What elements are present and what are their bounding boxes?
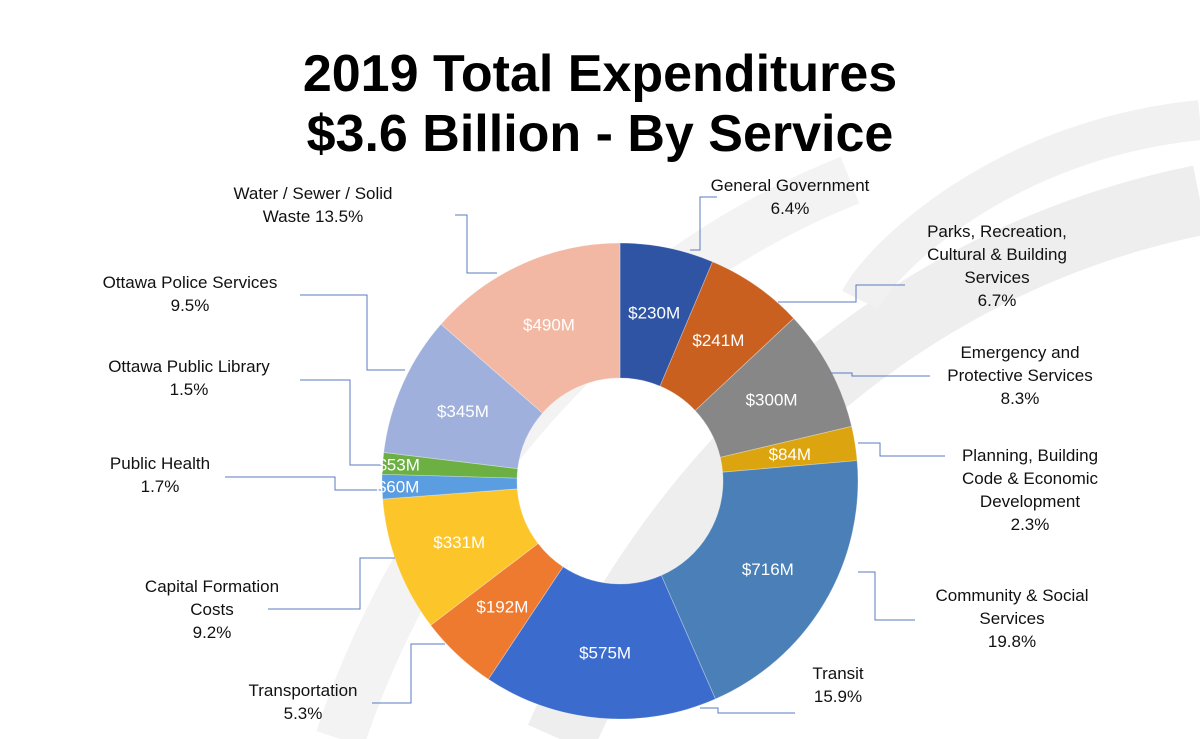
callout-label-line: Costs [190, 600, 234, 619]
callout-label: Transportation 5.3% [249, 679, 358, 725]
callout-label-line: 5.3% [283, 704, 323, 723]
callout-label-line: 6.4% [770, 199, 810, 218]
donut-slice-12 [440, 242, 621, 414]
leader-line [300, 294, 405, 371]
chart-title-line-2: $3.6 Billion - By Service [306, 105, 894, 163]
donut-slice-11 [383, 323, 544, 470]
callout-label-line: Water / Sewer / Solid [233, 184, 393, 203]
callout-label-line: Emergency and [960, 343, 1080, 362]
slice-value-label: $53M [377, 456, 420, 475]
callout-label: Capital Formation Costs 9.2% [145, 575, 279, 644]
callout-label-line: 2.3% [1010, 515, 1050, 534]
callout-label-line: 9.2% [192, 623, 232, 642]
callout-label-line: Development [979, 492, 1081, 511]
slice-value-label: $60M [377, 477, 420, 496]
leader-line [268, 557, 395, 610]
callout-label-line: Services [979, 609, 1045, 628]
slice-value-label: $84M [769, 445, 812, 464]
leader-line [690, 196, 717, 251]
callout-label-line: Ottawa Police Services [102, 273, 278, 292]
donut-slice-6 [487, 566, 716, 720]
callout-label: Emergency and Protective Services 8.3% [947, 341, 1093, 410]
callout-label-line: 9.5% [170, 296, 210, 315]
chart-title-line-1: 2019 Total Expenditures [302, 45, 898, 103]
donut-slice-9 [381, 473, 518, 500]
callout-label: Public Health 1.7% [110, 452, 210, 498]
slice-value-label: $490M [523, 315, 575, 334]
callout-label: Ottawa Public Library 1.5% [108, 355, 270, 401]
callout-label: Water / Sewer / Solid Waste 13.5% [233, 182, 392, 228]
callout-label-line: Ottawa Public Library [108, 357, 270, 376]
donut-slice-2 [659, 261, 795, 412]
leader-line [858, 442, 945, 457]
callout-label: Ottawa Police Services 9.5% [103, 271, 278, 317]
callout-label-line: Cultural & Building [927, 245, 1067, 264]
callout-label: Community & Social Services 19.8% [935, 584, 1088, 653]
leader-line [700, 707, 795, 714]
slice-value-label: $300M [746, 391, 798, 410]
callout-label-line: 15.9% [813, 687, 863, 706]
leader-line [372, 643, 445, 704]
callout-label-line: Protective Services [947, 366, 1093, 385]
callout-label-line: 6.7% [977, 291, 1017, 310]
leader-line [830, 372, 930, 377]
slice-value-label: $331M [433, 533, 485, 552]
callout-label-line: Code & Economic [961, 469, 1099, 488]
slice-value-label: $716M [742, 560, 794, 579]
leader-line [778, 284, 905, 303]
slice-value-label: $241M [692, 331, 744, 350]
donut-slice-5 [660, 460, 859, 700]
slice-value-label: $575M [579, 643, 631, 662]
donut-slice-4 [719, 425, 858, 473]
slice-value-label: $192M [476, 597, 528, 616]
donut-slice-1 [619, 242, 714, 387]
callout-label-line: Community & Social [935, 586, 1089, 605]
callout-label: Planning, Building Code & Economic Develop… [962, 444, 1098, 536]
callout-label-line: Planning, Building [961, 446, 1099, 465]
callout-label-line: General Government [710, 176, 870, 195]
callout-label-line: 19.8% [987, 632, 1037, 651]
callout-label-line: Transit [812, 664, 864, 683]
donut-slice-8 [382, 488, 539, 626]
callout-label: General Government 6.4% [711, 174, 870, 220]
callout-label-line: Public Health [109, 454, 211, 473]
leader-line [455, 214, 497, 274]
callout-label-line: Parks, Recreation, [927, 222, 1067, 241]
slice-value-label: $230M [628, 303, 680, 322]
callout-label-line: Capital Formation [144, 577, 280, 596]
slice-value-label: $345M [437, 402, 489, 421]
leader-line [225, 476, 382, 491]
callout-label: Parks, Recreation, Cultural & Building Ser… [927, 220, 1067, 312]
leader-line [858, 571, 915, 621]
callout-label-line: Waste 13.5% [262, 207, 364, 226]
callout-label-line: 8.3% [1000, 389, 1040, 408]
callout-label: Transit 15.9% [812, 662, 863, 708]
callout-label-line: Transportation [248, 681, 358, 700]
callout-label-line: Services [964, 268, 1030, 287]
leader-line [300, 379, 386, 466]
callout-label-line: 1.5% [169, 380, 209, 399]
donut-slice-3 [694, 317, 853, 458]
callout-label-line: 1.7% [140, 477, 180, 496]
